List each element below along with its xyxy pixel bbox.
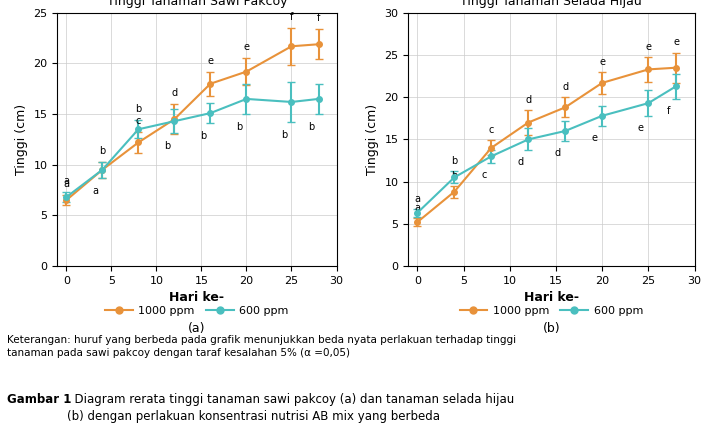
Text: Gambar 1: Gambar 1 [7,393,72,406]
Text: e: e [591,133,598,143]
Legend: 1000 ppm, 600 ppm: 1000 ppm, 600 ppm [101,302,293,320]
Text: c: c [135,116,141,126]
Text: Keterangan: huruf yang berbeda pada grafik menunjukkan beda nyata perlakuan terh: Keterangan: huruf yang berbeda pada graf… [7,335,516,358]
Text: d: d [518,157,524,167]
Text: b: b [281,130,287,140]
X-axis label: Hari ke-: Hari ke- [170,291,224,304]
Y-axis label: Tinggi (cm): Tinggi (cm) [15,104,28,175]
X-axis label: Hari ke-: Hari ke- [524,291,579,304]
Text: d: d [171,88,178,98]
Text: a: a [63,179,69,189]
Text: . Diagram rerata tinggi tanaman sawi pakcoy (a) dan tanaman selada hijau
(b) den: . Diagram rerata tinggi tanaman sawi pak… [67,393,514,423]
Text: a: a [415,203,420,213]
Legend: 1000 ppm, 600 ppm: 1000 ppm, 600 ppm [455,302,647,320]
Text: e: e [599,57,605,67]
Text: a: a [63,176,69,186]
Text: f: f [290,12,293,22]
Text: (a): (a) [188,322,205,335]
Text: b: b [451,171,458,181]
Text: e: e [673,37,679,48]
Text: b: b [200,131,206,141]
Text: (b): (b) [543,322,560,335]
Y-axis label: Tinggi (cm): Tinggi (cm) [366,104,379,175]
Text: e: e [638,123,644,133]
Text: d: d [525,95,531,105]
Text: a: a [92,186,98,196]
Text: e: e [243,42,249,52]
Text: d: d [555,148,561,158]
Title: Tinggi Tanaman Sawi Pakcoy: Tinggi Tanaman Sawi Pakcoy [107,0,287,8]
Text: b: b [236,122,242,132]
Text: f: f [316,13,320,23]
Text: c: c [481,170,487,180]
Text: e: e [645,42,652,51]
Text: b: b [451,157,458,166]
Text: c: c [488,125,494,135]
Text: e: e [208,55,213,66]
Text: a: a [415,193,420,203]
Text: d: d [562,82,569,92]
Text: b: b [164,142,170,151]
Text: b: b [135,104,142,114]
Text: b: b [308,122,314,132]
Text: b: b [100,145,105,156]
Title: Tinggi Tanaman Selada Hijau: Tinggi Tanaman Selada Hijau [460,0,642,8]
Text: f: f [667,106,670,116]
